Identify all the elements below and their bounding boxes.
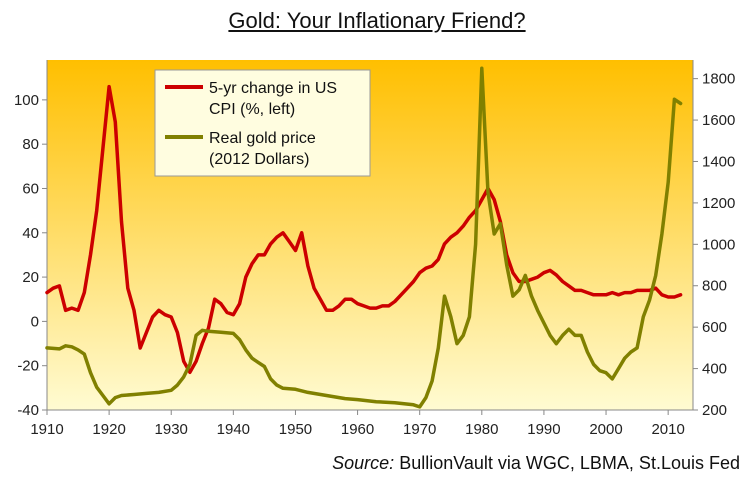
series-line-2 [45, 66, 683, 409]
x-tick-label: 1920 [92, 421, 125, 438]
source-note: Source: BullionVault via WGC, LBMA, St.L… [332, 453, 740, 474]
x-tick-label: 1970 [403, 421, 436, 438]
x-tick-label: 1990 [527, 421, 560, 438]
y-right-tick-label: 200 [702, 402, 727, 419]
x-tick-label: 1960 [341, 421, 374, 438]
legend-label-2: (2012 Dollars) [209, 151, 309, 168]
y-left-tick-label: 80 [22, 136, 39, 153]
legend-label-2: Real gold price [209, 130, 316, 147]
x-tick-label: 2010 [651, 421, 684, 438]
series-lines [45, 66, 683, 409]
y-left-tick-label: 20 [22, 269, 39, 286]
y-right-tick-label: 1800 [702, 71, 735, 88]
source-label: Source: [332, 453, 395, 473]
legend: 5-yr change in US CPI (%, left) Real gold … [154, 69, 371, 177]
legend-label-1: CPI (%, left) [209, 101, 295, 118]
x-tick-label: 1980 [465, 421, 498, 438]
y-right-tick-label: 1200 [702, 195, 735, 212]
series-line-1 [45, 84, 683, 375]
y-right-tick-label: 1400 [702, 153, 735, 170]
axes: 1910 1920 1930 1940 1950 1960 1970 1980 1990 2000… [14, 60, 735, 438]
y-right-tick-label: 1000 [702, 236, 735, 253]
y-right-tick-label: 400 [702, 361, 727, 378]
x-tick-label: 1930 [155, 421, 188, 438]
x-tick-label: 1940 [217, 421, 250, 438]
y-right-tick-label: 800 [702, 278, 727, 295]
y-right-tick-label: 1600 [702, 112, 735, 129]
legend-label-1: 5-yr change in US [209, 80, 337, 97]
y-left-tick-label: -20 [17, 358, 39, 375]
source-text: BullionVault via WGC, LBMA, St.Louis Fed [399, 453, 740, 473]
y-right-tick-label: 600 [702, 319, 727, 336]
y-left-tick-label: 0 [31, 313, 39, 330]
y-left-tick-label: -40 [17, 402, 39, 419]
chart-title: Gold: Your Inflationary Friend? [228, 8, 526, 33]
x-tick-label: 1910 [30, 421, 63, 438]
x-tick-label: 1950 [279, 421, 312, 438]
y-left-tick-label: 100 [14, 92, 39, 109]
x-tick-label: 2000 [589, 421, 622, 438]
y-left-tick-label: 40 [22, 225, 39, 242]
y-left-tick-label: 60 [22, 180, 39, 197]
